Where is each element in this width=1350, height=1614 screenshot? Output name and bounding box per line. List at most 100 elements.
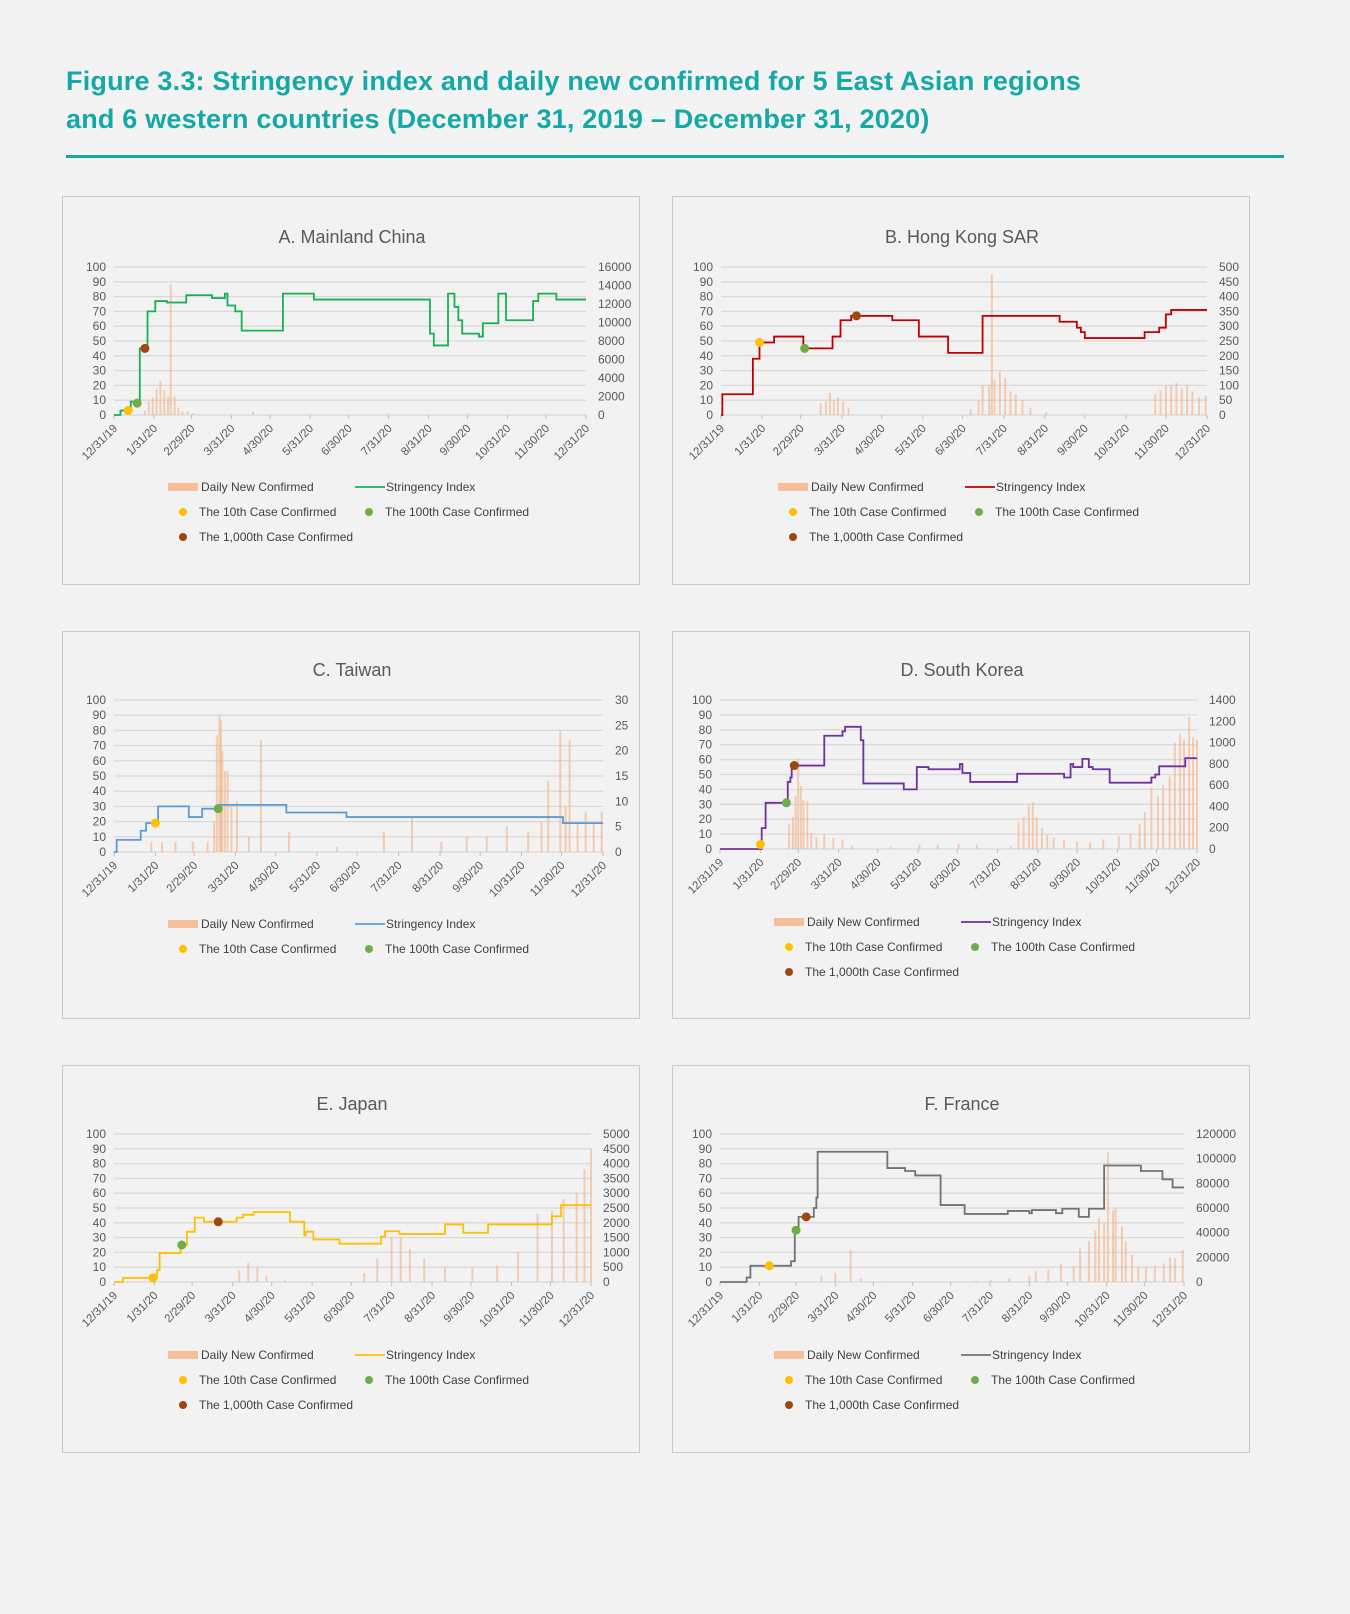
- y-right-tick-label: 2000: [603, 1216, 630, 1230]
- x-tick-label: 10/31/20: [477, 1290, 517, 1330]
- x-tick-label: 1/31/20: [125, 1290, 161, 1326]
- x-tick-label: 2/29/20: [767, 1290, 803, 1326]
- daily-new-confirmed-bar: [1089, 842, 1092, 849]
- daily-new-confirmed-bar: [1040, 827, 1043, 849]
- daily-new-confirmed-bar: [259, 740, 262, 852]
- daily-new-confirmed-bar: [600, 811, 603, 852]
- legend-marker-swatch: [179, 1401, 187, 1409]
- y-right-tick-label: 14000: [598, 279, 632, 293]
- daily-new-confirmed-bar: [832, 838, 835, 849]
- legend-label: The 10th Case Confirmed: [199, 942, 336, 956]
- y-right-tick-label: 0: [603, 1275, 610, 1289]
- y-left-tick-label: 90: [699, 1142, 713, 1156]
- daily-new-confirmed-bar: [1004, 378, 1007, 415]
- y-left-tick-label: 60: [699, 753, 713, 767]
- daily-new-confirmed-bar: [998, 372, 1001, 415]
- y-left-tick-label: 0: [99, 408, 106, 422]
- legend-marker-swatch: [179, 508, 187, 516]
- y-left-tick-label: 30: [93, 1231, 107, 1245]
- case-milestone-marker: [851, 311, 861, 321]
- y-left-tick-label: 90: [700, 275, 714, 289]
- y-right-tick-label: 10000: [598, 316, 632, 330]
- y-left-tick-label: 0: [705, 842, 712, 856]
- daily-new-confirmed-bar: [1181, 1249, 1184, 1282]
- y-left-tick-label: 50: [93, 334, 107, 348]
- daily-new-confirmed-bar: [1159, 389, 1162, 415]
- daily-new-confirmed-bar: [841, 839, 844, 849]
- y-right-tick-label: 40000: [1196, 1226, 1230, 1240]
- legend-bar-swatch: [168, 1351, 198, 1359]
- daily-new-confirmed-bar: [1192, 737, 1195, 849]
- daily-new-confirmed-bar: [590, 1148, 592, 1282]
- x-tick-label: 2/29/20: [162, 423, 198, 459]
- x-tick-label: 3/31/20: [203, 1290, 239, 1326]
- daily-new-confirmed-bar: [1150, 787, 1153, 849]
- daily-new-confirmed-bar: [408, 1249, 411, 1282]
- daily-new-confirmed-bar: [1162, 785, 1165, 849]
- legend-label: Stringency Index: [386, 1348, 475, 1362]
- chart-france: F. France0102030405060708090100020000400…: [686, 1094, 1236, 1412]
- x-tick-label: 7/31/20: [362, 1290, 398, 1326]
- y-right-tick-label: 80000: [1196, 1176, 1230, 1190]
- x-tick-label: 10/31/20: [473, 423, 513, 463]
- y-right-tick-label: 4500: [603, 1142, 630, 1156]
- daily-new-confirmed-bar: [1029, 407, 1032, 415]
- daily-new-confirmed-bar: [576, 821, 579, 852]
- daily-new-confirmed-bar: [859, 1278, 862, 1282]
- case-milestone-marker: [213, 1217, 223, 1227]
- daily-new-confirmed-bar: [363, 1273, 366, 1282]
- daily-new-confirmed-bar: [1174, 1258, 1177, 1282]
- x-tick-label: 12/31/20: [557, 1290, 597, 1330]
- legend-label: The 1,000th Case Confirmed: [199, 1398, 353, 1412]
- daily-new-confirmed-bar: [177, 407, 180, 415]
- panel-hong-kong: B. Hong Kong SAR 0 10 20 30 40 50 60 70 80 90 100 0 5…: [672, 196, 1250, 585]
- case-milestone-marker: [755, 840, 765, 850]
- y-right-tick-label: 1500: [603, 1231, 630, 1245]
- daily-new-confirmed-bar: [1094, 1230, 1097, 1282]
- x-tick-label: 7/31/20: [369, 860, 405, 896]
- y-right-tick-label: 1400: [1209, 693, 1236, 707]
- daily-new-confirmed-bar: [336, 846, 339, 852]
- y-left-tick-label: 70: [699, 738, 713, 752]
- y-right-tick-label: 0: [615, 845, 622, 859]
- y-left-tick-label: 80: [699, 723, 713, 737]
- x-tick-label: 6/30/20: [328, 860, 364, 896]
- y-left-tick-label: 90: [699, 708, 713, 722]
- daily-new-confirmed-bar: [550, 1210, 553, 1282]
- daily-new-confirmed-bar: [849, 1249, 852, 1282]
- legend-label: Daily New Confirmed: [807, 1348, 920, 1362]
- daily-new-confirmed-bar: [147, 401, 150, 415]
- chart-hong-kong: B. Hong Kong SAR010203040506070809010005…: [687, 227, 1239, 544]
- daily-new-confirmed-bar: [169, 284, 172, 415]
- y-left-tick-label: 60: [93, 319, 107, 333]
- daily-new-confirmed-bar: [215, 735, 218, 852]
- daily-new-confirmed-bar: [1060, 1263, 1063, 1282]
- x-tick-label: 2/29/20: [769, 857, 805, 893]
- daily-new-confirmed-bar: [575, 1193, 578, 1282]
- legend-label: The 1,000th Case Confirmed: [805, 965, 959, 979]
- daily-new-confirmed-bar: [252, 411, 255, 415]
- y-left-tick-label: 70: [700, 304, 714, 318]
- chart-title: B. Hong Kong SAR: [885, 227, 1039, 247]
- x-tick-label: 7/31/20: [974, 423, 1010, 459]
- y-right-tick-label: 200: [1219, 349, 1239, 363]
- daily-new-confirmed-bar: [797, 758, 800, 849]
- daily-new-confirmed-bar: [226, 770, 229, 852]
- x-tick-label: 9/30/20: [451, 860, 487, 896]
- legend-label: Stringency Index: [992, 915, 1081, 929]
- daily-new-confirmed-bar: [889, 846, 892, 849]
- x-tick-label: 5/31/20: [283, 1290, 319, 1326]
- x-tick-label: 12/31/20: [1150, 1290, 1190, 1330]
- daily-new-confirmed-bar: [834, 1272, 837, 1282]
- x-tick-label: 12/31/19: [686, 857, 726, 897]
- daily-new-confirmed-bar: [1169, 1257, 1172, 1282]
- daily-new-confirmed-bar: [592, 821, 595, 852]
- legend-marker-swatch: [365, 1376, 373, 1384]
- daily-new-confirmed-bar: [440, 841, 443, 852]
- y-right-tick-label: 30: [615, 693, 629, 707]
- y-left-tick-label: 30: [699, 797, 713, 811]
- y-right-tick-label: 20: [615, 744, 629, 758]
- y-right-tick-label: 4000: [598, 371, 625, 385]
- x-tick-label: 12/31/20: [552, 423, 592, 463]
- case-milestone-marker: [801, 1212, 811, 1222]
